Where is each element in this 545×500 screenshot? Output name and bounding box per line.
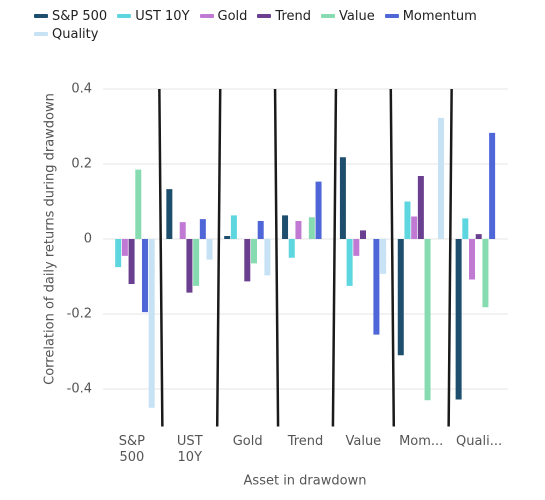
- bar: [315, 181, 322, 239]
- bar: [264, 239, 271, 276]
- legend-item: Momentum: [384, 8, 477, 24]
- bar: [482, 239, 489, 308]
- bar: [199, 219, 206, 239]
- legend-swatch: [384, 14, 399, 18]
- bar: [308, 217, 315, 239]
- legend-swatch: [257, 14, 272, 18]
- legend-item: Gold: [199, 8, 248, 24]
- bar: [288, 239, 295, 258]
- legend-item: Trend: [257, 8, 311, 24]
- group-separator: [215, 88, 222, 427]
- bar: [360, 230, 367, 239]
- bar: [475, 234, 482, 239]
- legend-label: UST 10Y: [135, 8, 190, 24]
- bar: [148, 239, 155, 408]
- bar: [424, 239, 431, 401]
- legend-label: Trend: [275, 8, 312, 24]
- legend-label: Value: [339, 8, 375, 24]
- legend-label: Quality: [52, 26, 99, 42]
- group-separator: [389, 88, 396, 427]
- bar: [179, 222, 186, 239]
- bar: [230, 215, 237, 239]
- group-separator: [331, 88, 338, 427]
- x-tick-label: Gold: [232, 434, 263, 449]
- bar: [339, 157, 346, 239]
- bar: [141, 239, 148, 313]
- legend-item: S&P 500: [34, 8, 107, 24]
- bar: [353, 239, 360, 256]
- bar: [397, 239, 404, 356]
- bar: [282, 215, 289, 239]
- bar: [128, 239, 135, 284]
- y-tick-label: -0.2: [67, 307, 92, 322]
- legend-swatch: [199, 14, 214, 18]
- bar: [295, 221, 302, 239]
- bar: [257, 221, 264, 239]
- bar: [373, 239, 380, 335]
- bar: [135, 169, 142, 239]
- group-separator: [158, 88, 164, 427]
- x-tick-label: UST 10Y: [176, 434, 203, 465]
- group-separator: [447, 88, 453, 427]
- bar: [437, 117, 444, 239]
- legend-swatch: [34, 14, 48, 18]
- x-tick-label: Mom...: [399, 434, 444, 449]
- bar: [455, 239, 462, 400]
- y-axis-title: Correlation of daily returns during draw…: [43, 93, 58, 385]
- bar: [121, 239, 128, 256]
- y-tick-label: -0.4: [67, 382, 92, 397]
- x-tick-label: S&P 500: [118, 434, 146, 465]
- legend: S&P 500 UST 10Y Gold Trend Value Momentum Qual…: [34, 8, 504, 42]
- y-tick-label: 0.2: [71, 157, 92, 172]
- bar: [244, 239, 251, 282]
- bar: [380, 239, 387, 274]
- y-tick-label: 0.4: [71, 82, 92, 97]
- legend-label: Gold: [217, 8, 248, 24]
- legend-item: UST 10Y: [117, 8, 190, 24]
- x-axis-title: Asset in drawdown: [244, 474, 367, 489]
- legend-item: Value: [321, 8, 375, 24]
- bar: [186, 239, 193, 293]
- legend-swatch: [117, 14, 132, 18]
- x-tick-label: Value: [345, 434, 382, 449]
- x-tick-label: Quali...: [456, 434, 503, 449]
- y-tick-label: 0: [84, 232, 92, 247]
- bar: [346, 239, 353, 286]
- legend-label: Momentum: [402, 8, 477, 24]
- bar: [193, 239, 200, 286]
- legend-swatch: [34, 32, 48, 36]
- bar: [411, 216, 418, 239]
- bar: [417, 176, 424, 239]
- bar: [224, 236, 231, 239]
- bar: [462, 218, 469, 239]
- bar: [250, 239, 257, 264]
- x-tick-label: Trend: [287, 434, 324, 449]
- group-separator: [273, 88, 280, 427]
- bar: [115, 239, 122, 268]
- bar: [166, 189, 173, 239]
- legend-swatch: [321, 14, 336, 18]
- legend-item: Quality: [34, 26, 98, 42]
- bar: [489, 132, 496, 239]
- bar: [206, 239, 213, 260]
- bar: [469, 239, 476, 280]
- bar: [404, 201, 411, 239]
- legend-label: S&P 500: [52, 8, 108, 24]
